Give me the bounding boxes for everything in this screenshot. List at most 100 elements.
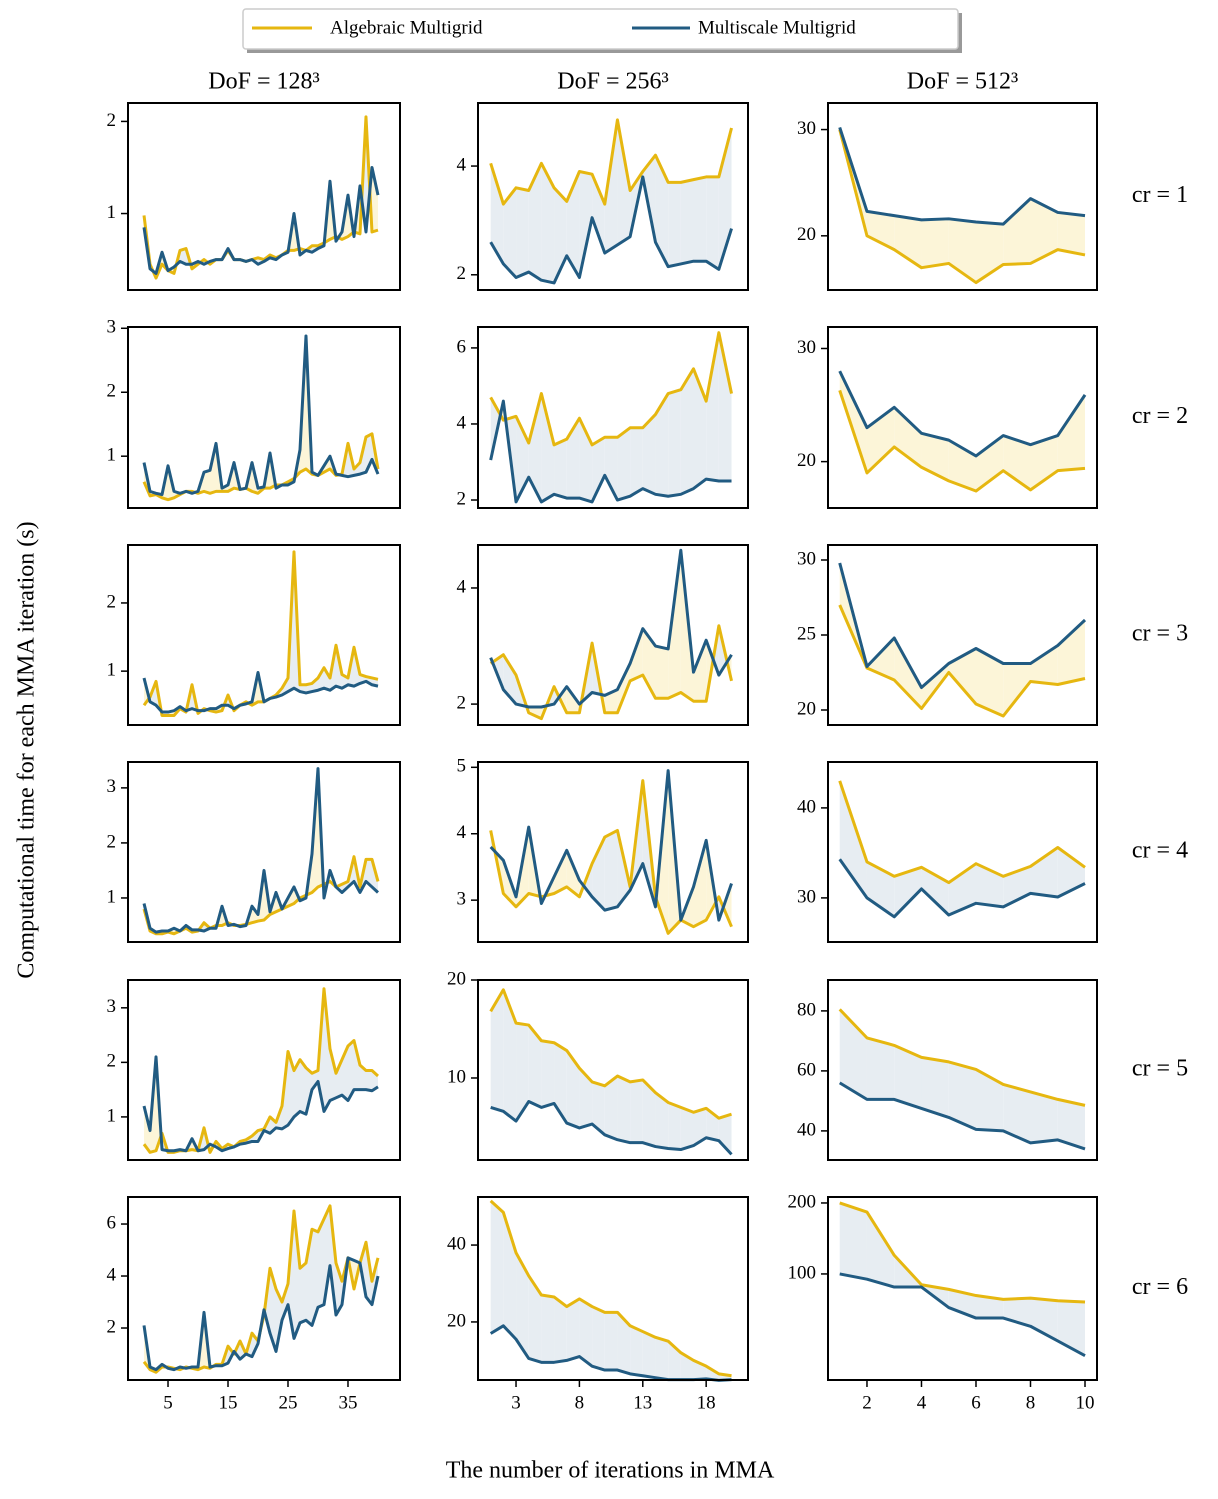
fill-between xyxy=(323,667,330,691)
fill-between xyxy=(693,1108,707,1146)
fill-between xyxy=(668,1102,681,1150)
series-line xyxy=(142,1256,380,1372)
x-tick-label: 35 xyxy=(338,1392,357,1413)
series-line xyxy=(142,115,379,280)
plot-frame xyxy=(827,979,1098,1161)
fill-between xyxy=(668,182,681,267)
fill-between xyxy=(566,1050,580,1128)
series-line xyxy=(489,779,733,935)
fill-between xyxy=(680,179,694,264)
y-tick-label: 2 xyxy=(457,488,467,509)
y-tick-label: 2 xyxy=(107,831,117,852)
plot-frame xyxy=(477,102,749,291)
series-line xyxy=(838,562,1087,689)
fill-between xyxy=(866,1212,895,1288)
fill-between xyxy=(371,167,378,232)
fill-between xyxy=(528,163,542,281)
fill-between xyxy=(541,393,555,502)
series-line xyxy=(838,1081,1086,1151)
fill-between xyxy=(894,407,922,468)
fill-between xyxy=(592,174,605,254)
fill-between xyxy=(894,867,922,917)
plot-frame xyxy=(127,326,401,509)
y-tick-label: 4 xyxy=(107,1264,117,1285)
y-tick-label: 40 xyxy=(797,796,816,817)
fill-between xyxy=(1030,1091,1058,1143)
y-tick-label: 20 xyxy=(797,698,816,719)
y-tick-label: 1 xyxy=(107,1105,117,1126)
row-label: cr = 3 xyxy=(1132,621,1188,647)
fill-between xyxy=(617,1312,631,1374)
fill-between xyxy=(554,439,567,499)
y-tick-label: 5 xyxy=(457,756,467,777)
row-label: cr = 1 xyxy=(1132,182,1188,208)
fill-between xyxy=(365,859,372,887)
fill-between xyxy=(604,119,618,254)
y-tick-label: 4 xyxy=(457,412,467,433)
fill-between xyxy=(311,1070,318,1090)
y-tick-label: 6 xyxy=(107,1212,117,1233)
series-line xyxy=(142,671,379,714)
fill-between xyxy=(617,427,631,501)
fill-between xyxy=(516,1023,529,1122)
fill-between xyxy=(579,171,593,278)
x-tick-label: 8 xyxy=(1026,1392,1036,1413)
fill-between xyxy=(894,638,922,709)
fill-between xyxy=(541,1040,555,1108)
fill-between xyxy=(1057,394,1086,471)
x-tick-label: 15 xyxy=(219,1392,238,1413)
y-tick-label: 40 xyxy=(797,1119,816,1140)
fill-between xyxy=(1057,212,1086,255)
fill-between xyxy=(528,1025,542,1108)
series-line xyxy=(838,129,1086,285)
fill-between xyxy=(655,1092,669,1149)
series-line xyxy=(838,604,1086,718)
series-line xyxy=(839,1272,1086,1358)
series-line xyxy=(490,1100,733,1156)
fill-between xyxy=(554,1296,567,1363)
fill-between xyxy=(1030,847,1058,897)
fill-between xyxy=(305,1229,312,1326)
series-line xyxy=(839,1201,1086,1304)
y-tick-label: 1 xyxy=(107,202,117,223)
fill-between xyxy=(204,470,211,494)
fill-between xyxy=(579,1298,593,1367)
fill-between xyxy=(592,837,605,911)
series-line xyxy=(142,165,380,275)
fill-between xyxy=(317,667,324,691)
fill-between xyxy=(1057,847,1086,897)
plot-frame xyxy=(477,544,749,726)
x-tick-label: 5 xyxy=(163,1392,173,1413)
fill-between xyxy=(503,989,517,1122)
x-tick-label: 25 xyxy=(278,1392,297,1413)
fill-between xyxy=(1057,1300,1086,1356)
fill-between xyxy=(839,1202,867,1280)
column-title: DoF = 128³ xyxy=(208,69,319,95)
fill-between xyxy=(541,163,555,283)
y-tick-label: 30 xyxy=(797,118,816,139)
fill-between xyxy=(975,1295,1004,1319)
x-tick-label: 8 xyxy=(575,1392,585,1413)
fill-between xyxy=(894,1045,922,1109)
series-line xyxy=(142,767,379,934)
fill-between xyxy=(1003,1084,1031,1143)
fill-between xyxy=(921,218,949,268)
fill-between xyxy=(293,1211,300,1339)
fill-between xyxy=(490,163,504,264)
fill-between xyxy=(592,437,605,502)
series-line xyxy=(838,389,1086,493)
fill-between xyxy=(921,433,949,481)
fill-between xyxy=(693,176,707,262)
plot-frame xyxy=(127,761,401,943)
series-line xyxy=(142,1055,379,1153)
y-tick-label: 3 xyxy=(457,889,467,910)
fill-between xyxy=(975,1069,1004,1131)
y-tick-label: 200 xyxy=(788,1191,817,1212)
fill-between xyxy=(718,1114,732,1155)
series-line xyxy=(489,175,733,285)
column-title: DoF = 256³ xyxy=(557,69,668,95)
fill-between xyxy=(299,1263,306,1323)
fill-between xyxy=(617,1076,631,1143)
y-tick-label: 20 xyxy=(797,450,816,471)
fill-between xyxy=(317,1218,324,1308)
